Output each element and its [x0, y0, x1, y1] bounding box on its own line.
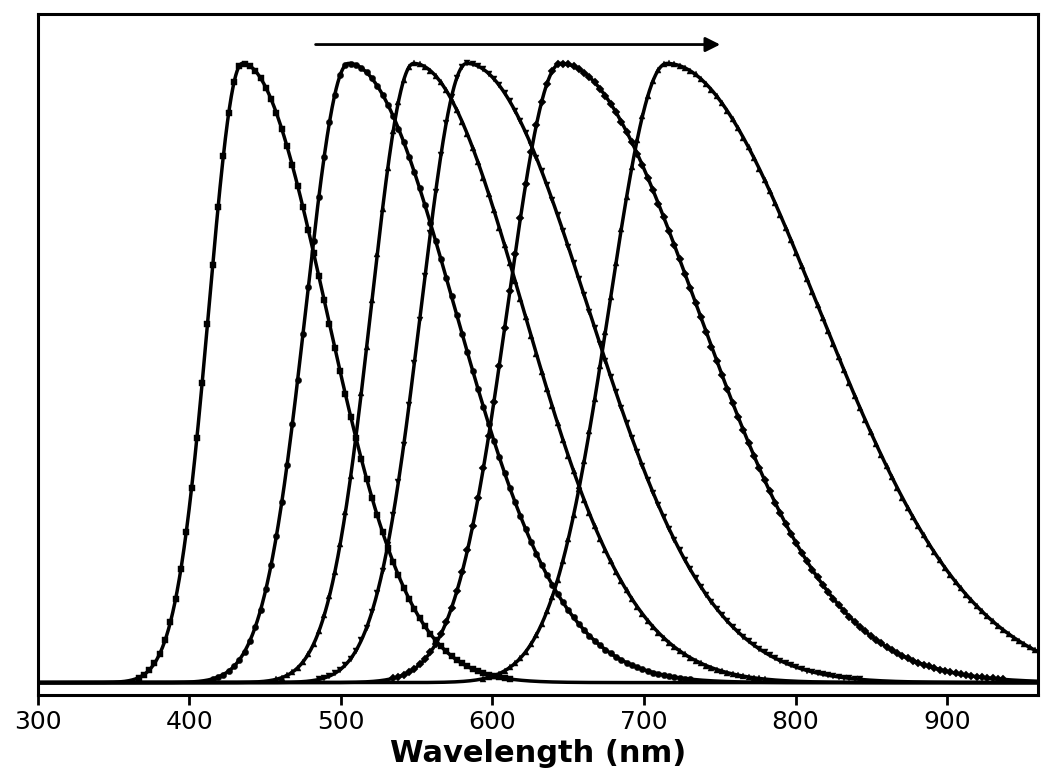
X-axis label: Wavelength (nm): Wavelength (nm) [390, 739, 686, 768]
